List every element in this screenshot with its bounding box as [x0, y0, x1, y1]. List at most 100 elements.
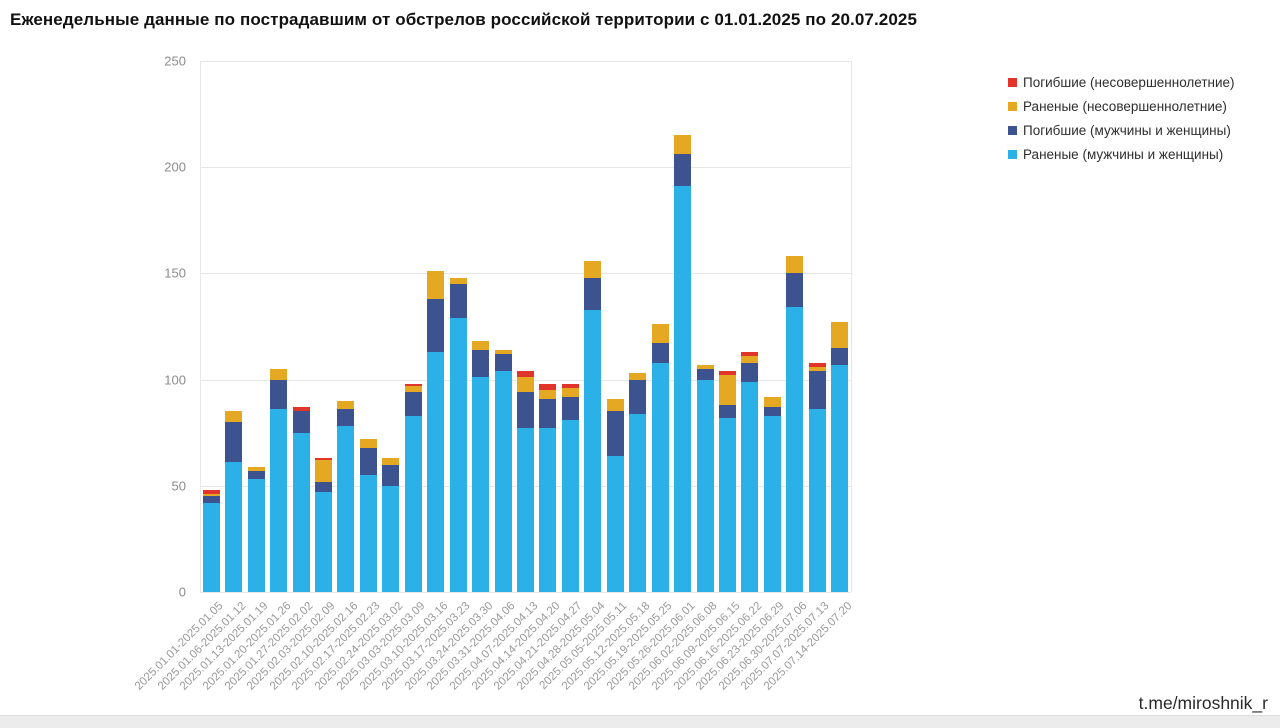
bar-segment [449, 277, 467, 284]
bar-segment [606, 411, 624, 457]
bar-segment [696, 379, 714, 592]
bar-segment [382, 464, 400, 486]
bar-segment [786, 307, 804, 592]
legend-item-3: Раненые (мужчины и женщины) [1008, 142, 1235, 166]
bar-segment [719, 405, 737, 418]
footer-strip [0, 715, 1280, 728]
bar-segment [247, 479, 265, 592]
bar-segment [786, 256, 804, 274]
bar-segment [225, 422, 243, 463]
bar-segment [472, 349, 490, 378]
gridline-y-0 [200, 592, 851, 593]
bar-segment [427, 271, 445, 299]
bar-segment [606, 456, 624, 592]
bar-segment [651, 324, 669, 344]
bar-segment [674, 135, 692, 155]
bar-segment [808, 409, 826, 592]
bar-segment [404, 385, 422, 393]
bar-segment [606, 398, 624, 412]
bar-segment [359, 475, 377, 592]
bar-segment [808, 371, 826, 410]
bar-segment [763, 415, 781, 592]
y-axis-tick-100: 100 [164, 372, 186, 388]
bar-segment [719, 375, 737, 406]
bar-segment [741, 381, 759, 592]
bar-segment [539, 390, 557, 399]
bar-segment [270, 368, 288, 380]
gridline-y-250 [200, 61, 851, 62]
legend-swatch-icon [1008, 125, 1017, 135]
bar-segment [359, 439, 377, 448]
bar-segment [472, 341, 490, 350]
bar-segment [472, 377, 490, 592]
bar-segment [359, 447, 377, 476]
bar-segment [674, 186, 692, 592]
bar-segment [494, 371, 512, 592]
bar-segment [337, 400, 355, 410]
chart-legend: Погибшие (несовершеннолетние) Раненые (не… [1008, 70, 1235, 166]
bar-segment [404, 392, 422, 416]
plot-left-border [200, 61, 201, 592]
bar-segment [629, 373, 647, 380]
legend-label: Раненые (несовершеннолетние) [1023, 98, 1227, 114]
bar-segment [741, 356, 759, 363]
y-axis-tick-250: 250 [164, 53, 186, 69]
bar-segment [404, 383, 422, 386]
bar-segment [337, 426, 355, 592]
bar-segment [831, 322, 849, 348]
bar-segment [696, 368, 714, 380]
bar-segment [539, 383, 557, 391]
bar-segment [539, 428, 557, 592]
bar-segment [561, 396, 579, 420]
legend-item-1: Раненые (несовершеннолетние) [1008, 94, 1235, 118]
bar-segment [629, 379, 647, 414]
bar-segment [831, 364, 849, 592]
bar-segment [831, 347, 849, 365]
bar-segment [247, 466, 265, 471]
bar-segment [696, 364, 714, 369]
y-axis-tick-50: 50 [171, 478, 186, 494]
legend-label: Раненые (мужчины и женщины) [1023, 146, 1224, 162]
bar-segment [314, 492, 332, 592]
gridline-y-200 [200, 167, 851, 169]
y-axis-tick-150: 150 [164, 265, 186, 281]
chart-title: Еженедельные данные по пострадавшим от о… [10, 10, 918, 29]
bar-segment [808, 362, 826, 367]
bar-segment [741, 362, 759, 382]
bar-segment [337, 409, 355, 427]
bar-segment [225, 411, 243, 423]
bar-segment [808, 366, 826, 372]
legend-item-0: Погибшие (несовершеннолетние) [1008, 70, 1235, 94]
bar-segment [449, 284, 467, 318]
plot-right-border [851, 61, 852, 592]
bar-segment [270, 409, 288, 592]
bar-segment [674, 154, 692, 187]
bar-segment [494, 349, 512, 355]
bar-segment [270, 379, 288, 410]
bar-segment [202, 494, 220, 497]
bar-segment [292, 411, 310, 433]
legend-swatch-icon [1008, 149, 1017, 159]
bar-segment [651, 362, 669, 592]
bar-segment [449, 318, 467, 592]
bar-segment [741, 351, 759, 357]
bar-segment [786, 273, 804, 308]
y-axis-tick-200: 200 [164, 159, 186, 175]
bar-segment [584, 277, 602, 310]
bar-segment [427, 351, 445, 592]
bar-segment [404, 415, 422, 592]
bar-segment [719, 417, 737, 592]
bar-segment [314, 460, 332, 482]
bar-segment [247, 470, 265, 480]
credit-text: t.me/miroshnik_r [1138, 693, 1268, 713]
bar-segment [539, 398, 557, 429]
bar-segment [225, 462, 243, 592]
bar-segment [292, 407, 310, 412]
bar-segment [763, 396, 781, 408]
bar-segment [629, 413, 647, 592]
legend-swatch-icon [1008, 77, 1017, 87]
bar-segment [763, 407, 781, 416]
bar-segment [202, 502, 220, 592]
bar-segment [314, 481, 332, 493]
